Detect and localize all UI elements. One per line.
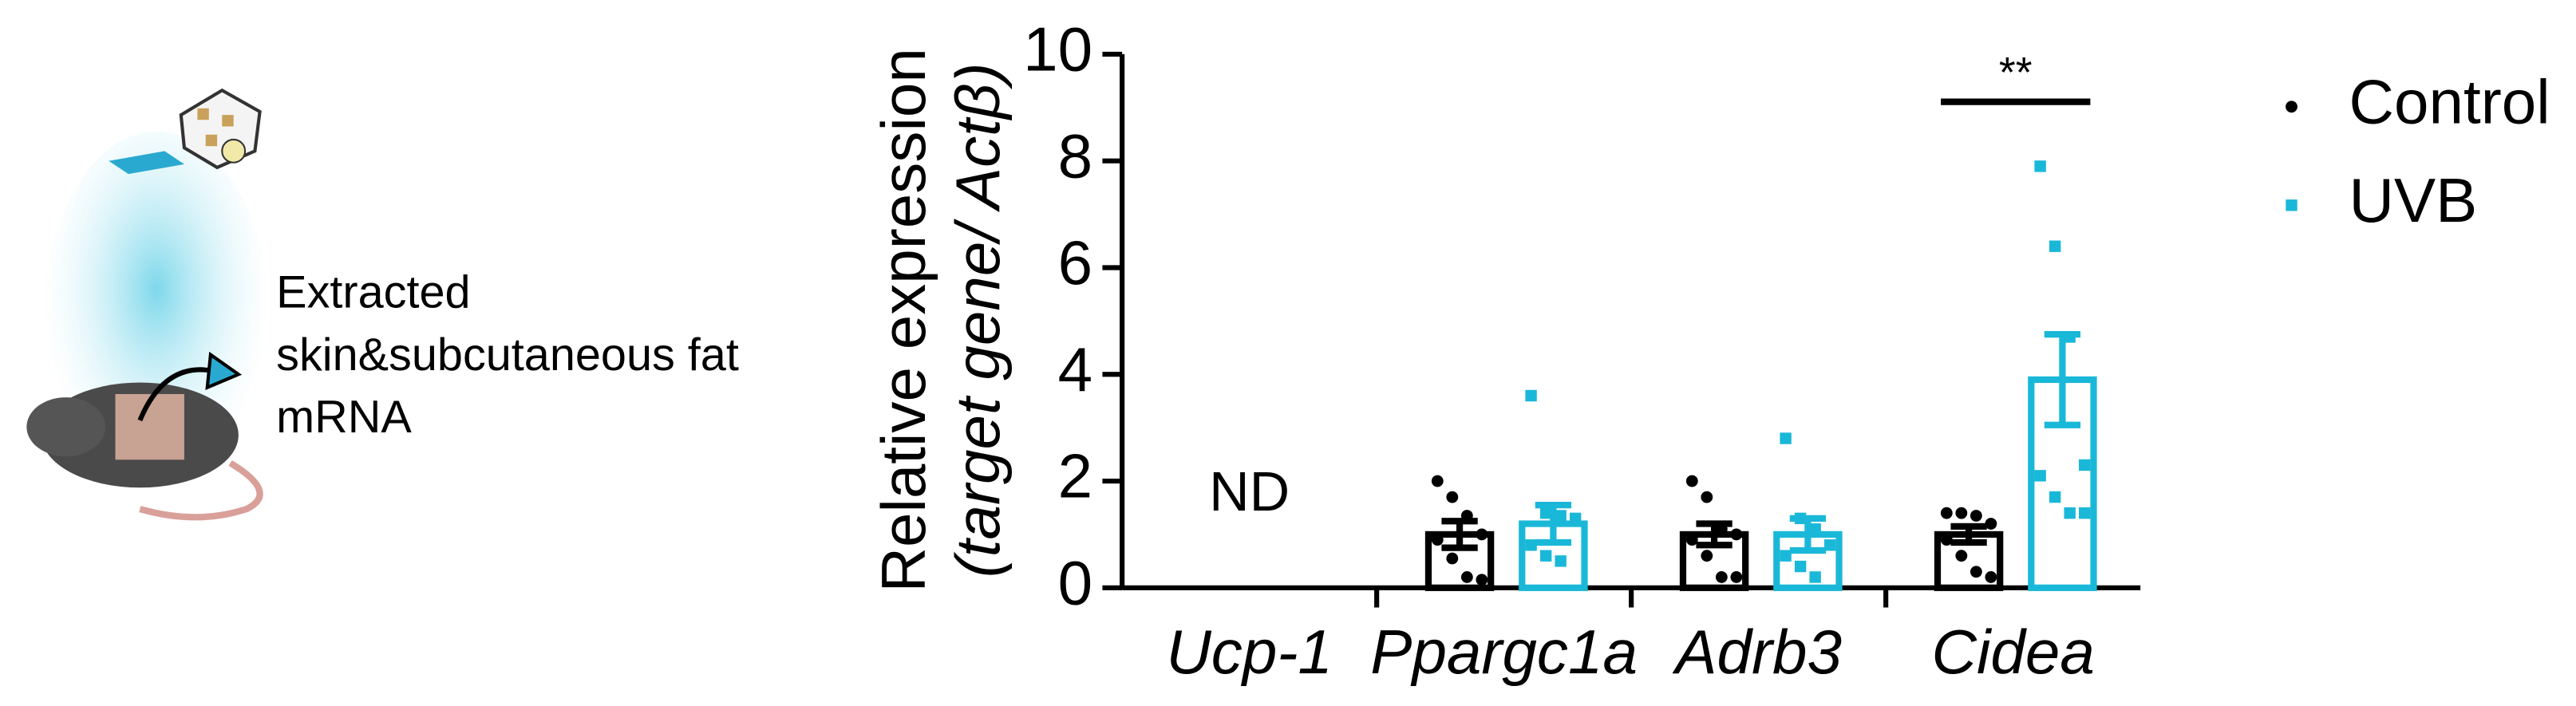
data-point [1555, 555, 1567, 567]
annotation: ** [1999, 49, 2033, 97]
side-text-line: skin&subcutaneous fat [276, 329, 739, 381]
data-point [1809, 523, 1821, 535]
plot: 0 2 4 6 8 10 Relative expression (target gene/ … [868, 14, 2550, 687]
data-point [2034, 470, 2046, 482]
data-point [1715, 571, 1728, 583]
data-point [2034, 160, 2046, 172]
illustration [26, 88, 272, 526]
error-bar [1535, 502, 1572, 546]
legend-marker [2286, 101, 2297, 113]
legend-marker [2286, 199, 2297, 211]
data-point [1446, 552, 1459, 565]
data-point [1685, 475, 1698, 487]
side-text: Extracted skin&subcutaneous fat mRNA [276, 267, 739, 443]
error-bar [1950, 523, 1987, 546]
data-point [1985, 518, 1997, 530]
data-point [2078, 459, 2091, 471]
data-point [1431, 475, 1444, 487]
data-point [1730, 571, 1743, 583]
data-point [1539, 507, 1552, 519]
data-point [1940, 534, 1953, 546]
annotation: ND [1209, 460, 1290, 523]
y-tick-label: 0 [1058, 547, 1092, 617]
data-point [1685, 534, 1698, 546]
data-point [1431, 534, 1444, 546]
y-axis-label: (target gene/ Actβ) [942, 62, 1013, 578]
side-text-line: Extracted [276, 267, 470, 318]
y-axis-label: Relative expression [868, 48, 938, 592]
legend-label: Control [2349, 66, 2550, 136]
x-tick-label: Ppargc1a [1370, 617, 1638, 687]
data-point [1985, 571, 1997, 583]
data-point [1525, 539, 1537, 551]
data-point [1701, 491, 1713, 503]
data-point [1955, 507, 1968, 519]
x-tick-label: Adrb3 [1672, 617, 1842, 687]
data-point [1539, 550, 1552, 562]
data-point [1446, 491, 1459, 503]
data-point [1955, 550, 1968, 562]
data-point [1780, 432, 1792, 444]
data-point [2049, 491, 2061, 503]
data-point [1823, 539, 1836, 551]
data-point [2064, 331, 2076, 343]
y-tick-label: 4 [1058, 334, 1092, 404]
legend-label: UVB [2349, 165, 2478, 235]
data-point [1460, 510, 1473, 522]
data-point [1525, 389, 1537, 402]
data-point [1460, 571, 1473, 583]
data-point [1555, 510, 1567, 522]
data-point [1701, 550, 1713, 562]
data-point [1780, 550, 1792, 562]
error-bar [1696, 520, 1732, 549]
x-tick-label: Cidea [1932, 617, 2095, 687]
data-point [2049, 240, 2061, 252]
data-point [1569, 512, 1582, 525]
data-point [1730, 528, 1743, 541]
data-point [1794, 512, 1807, 525]
data-point [2064, 507, 2076, 519]
data-point [1809, 571, 1821, 583]
data-point [1476, 574, 1488, 586]
data-point [1715, 523, 1728, 535]
x-tick-label: Ucp-1 [1166, 617, 1333, 687]
data-point [1970, 566, 1982, 578]
y-tick-label: 6 [1058, 227, 1092, 298]
data-point [1970, 510, 1982, 522]
data-point [1794, 560, 1807, 573]
y-tick-label: 8 [1058, 120, 1092, 191]
y-tick-label: 10 [1023, 14, 1092, 85]
data-point [1940, 507, 1953, 519]
side-text-line: mRNA [276, 392, 412, 443]
y-tick-label: 2 [1058, 441, 1092, 511]
data-point [2078, 507, 2091, 519]
error-bar [1441, 518, 1478, 551]
data-point [1476, 528, 1488, 541]
